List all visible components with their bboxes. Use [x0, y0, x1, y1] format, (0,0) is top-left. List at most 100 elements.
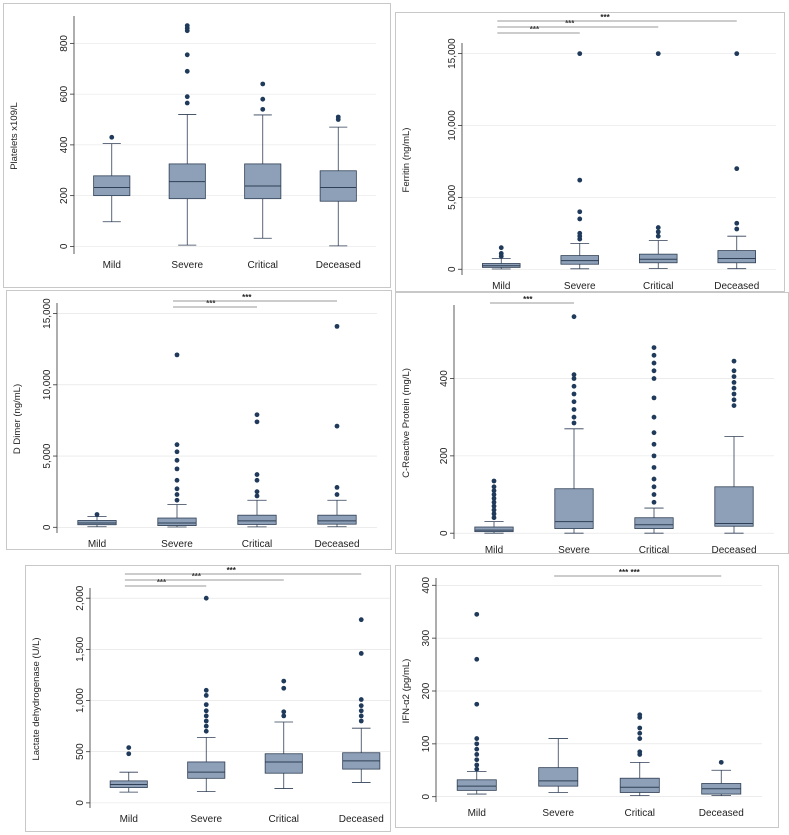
box-critical	[264, 678, 303, 789]
outlier-point	[651, 465, 657, 470]
y-tick-label: 0	[59, 243, 70, 249]
outlier-point	[571, 383, 577, 389]
box-mild	[474, 478, 514, 534]
y-tick-label: 10,000	[42, 369, 53, 400]
outlier-point	[637, 725, 643, 731]
outlier-point	[474, 752, 480, 757]
outlier-point	[655, 233, 661, 239]
outlier-point	[281, 713, 287, 719]
iqr-box	[157, 517, 197, 526]
outlier-point	[358, 713, 364, 719]
outlier-point	[126, 745, 132, 751]
iqr-box	[187, 761, 226, 779]
outlier-point	[637, 736, 643, 741]
significance-label: ***	[157, 578, 167, 587]
outlier-point	[184, 52, 190, 58]
outlier-point	[491, 496, 497, 501]
outlier-point	[734, 226, 740, 232]
outlier-point	[203, 718, 209, 724]
outlier-point	[651, 376, 657, 381]
outlier-point	[498, 245, 504, 251]
outlier-point	[358, 697, 364, 702]
y-tick-label: 500	[75, 743, 86, 760]
box-severe	[187, 595, 226, 793]
outlier-point	[203, 687, 209, 693]
box-mild	[109, 745, 148, 793]
outlier-point	[577, 230, 583, 236]
y-tick-label: 2,000	[75, 585, 86, 610]
y-tick-label: 1,000	[75, 688, 86, 713]
y-tick-label: 1,500	[75, 636, 86, 661]
chart-platelets: 0 200 400 600 800 Platelets x109/L Mild Severe C…	[9, 16, 376, 271]
x-tick-label: Mild	[88, 539, 106, 549]
outlier-point	[254, 412, 260, 418]
outlier-point	[184, 68, 190, 74]
outlier-point	[281, 685, 287, 691]
outlier-point	[577, 209, 583, 215]
box-critical	[619, 712, 660, 797]
chart-ddimer: 0 5,000 10,000 15,000 D Dimer (ng/mL) Mild Sev…	[12, 293, 377, 549]
y-tick-label: 200	[59, 187, 70, 204]
y-tick-label: 200	[439, 447, 450, 464]
chart-crp: 0 200 400 C-Reactive Protein (mg/L) Mild Seve…	[401, 295, 774, 553]
iqr-box	[264, 753, 303, 774]
iqr-box	[237, 514, 277, 525]
box-critical	[237, 412, 277, 528]
outlier-point	[260, 106, 266, 112]
outlier-point	[474, 762, 480, 768]
iqr-box	[634, 517, 674, 529]
outlier-point	[203, 708, 209, 714]
outlier-point	[731, 380, 737, 385]
outlier-point	[491, 478, 497, 484]
box-deceased	[714, 358, 754, 534]
outlier-point	[254, 493, 260, 499]
x-tick-label: Mild	[468, 808, 486, 819]
box-deceased	[319, 114, 357, 247]
x-tick-label: Deceased	[714, 281, 759, 291]
outlier-point	[577, 177, 583, 183]
box-severe	[560, 51, 599, 270]
outlier-point	[731, 368, 737, 374]
iqr-box	[554, 488, 594, 529]
x-tick-label: Critical	[643, 281, 674, 291]
y-tick-label: 0	[75, 800, 86, 806]
outlier-point	[94, 512, 100, 517]
outlier-point	[281, 678, 287, 684]
outlier-point	[358, 718, 364, 724]
y-tick-label: 0	[42, 524, 53, 530]
panel-ferritin: 0 5,000 10,000 15,000 Ferritin (ng/mL) Mild Se…	[395, 12, 785, 292]
box-severe	[538, 738, 579, 793]
outlier-point	[651, 484, 657, 490]
box-critical	[639, 51, 678, 269]
x-tick-label: Severe	[171, 260, 203, 271]
box-deceased	[701, 759, 742, 797]
y-tick-label: 200	[421, 682, 432, 699]
outlier-point	[334, 323, 340, 329]
outlier-point	[474, 736, 480, 741]
box-critical	[244, 81, 282, 239]
panel-crp: 0 200 400 C-Reactive Protein (mg/L) Mild Seve…	[395, 292, 789, 554]
y-tick-label: 0	[447, 266, 458, 272]
y-tick-label: 15,000	[447, 38, 458, 69]
outlier-point	[174, 466, 180, 472]
x-tick-label: Critical	[247, 260, 278, 271]
outlier-point	[651, 368, 657, 374]
outlier-point	[571, 314, 577, 320]
x-tick-label: Mild	[485, 545, 503, 553]
y-tick-label: 5,000	[42, 443, 53, 468]
outlier-point	[174, 457, 180, 463]
outlier-point	[474, 656, 480, 662]
outlier-point	[571, 399, 577, 405]
x-tick-label: Severe	[558, 545, 590, 553]
x-tick-label: Deceased	[711, 545, 756, 553]
panel-platelets: 0 200 400 600 800 Platelets x109/L Mild Severe C…	[3, 3, 391, 288]
outlier-point	[334, 492, 340, 497]
outlier-point	[655, 51, 661, 57]
outlier-point	[358, 703, 364, 709]
y-tick-label: 0	[439, 530, 450, 536]
significance-label: ***	[227, 566, 237, 575]
iqr-box	[639, 253, 678, 264]
outlier-point	[203, 702, 209, 708]
y-tick-label: 400	[439, 370, 450, 387]
outlier-point	[184, 94, 190, 100]
